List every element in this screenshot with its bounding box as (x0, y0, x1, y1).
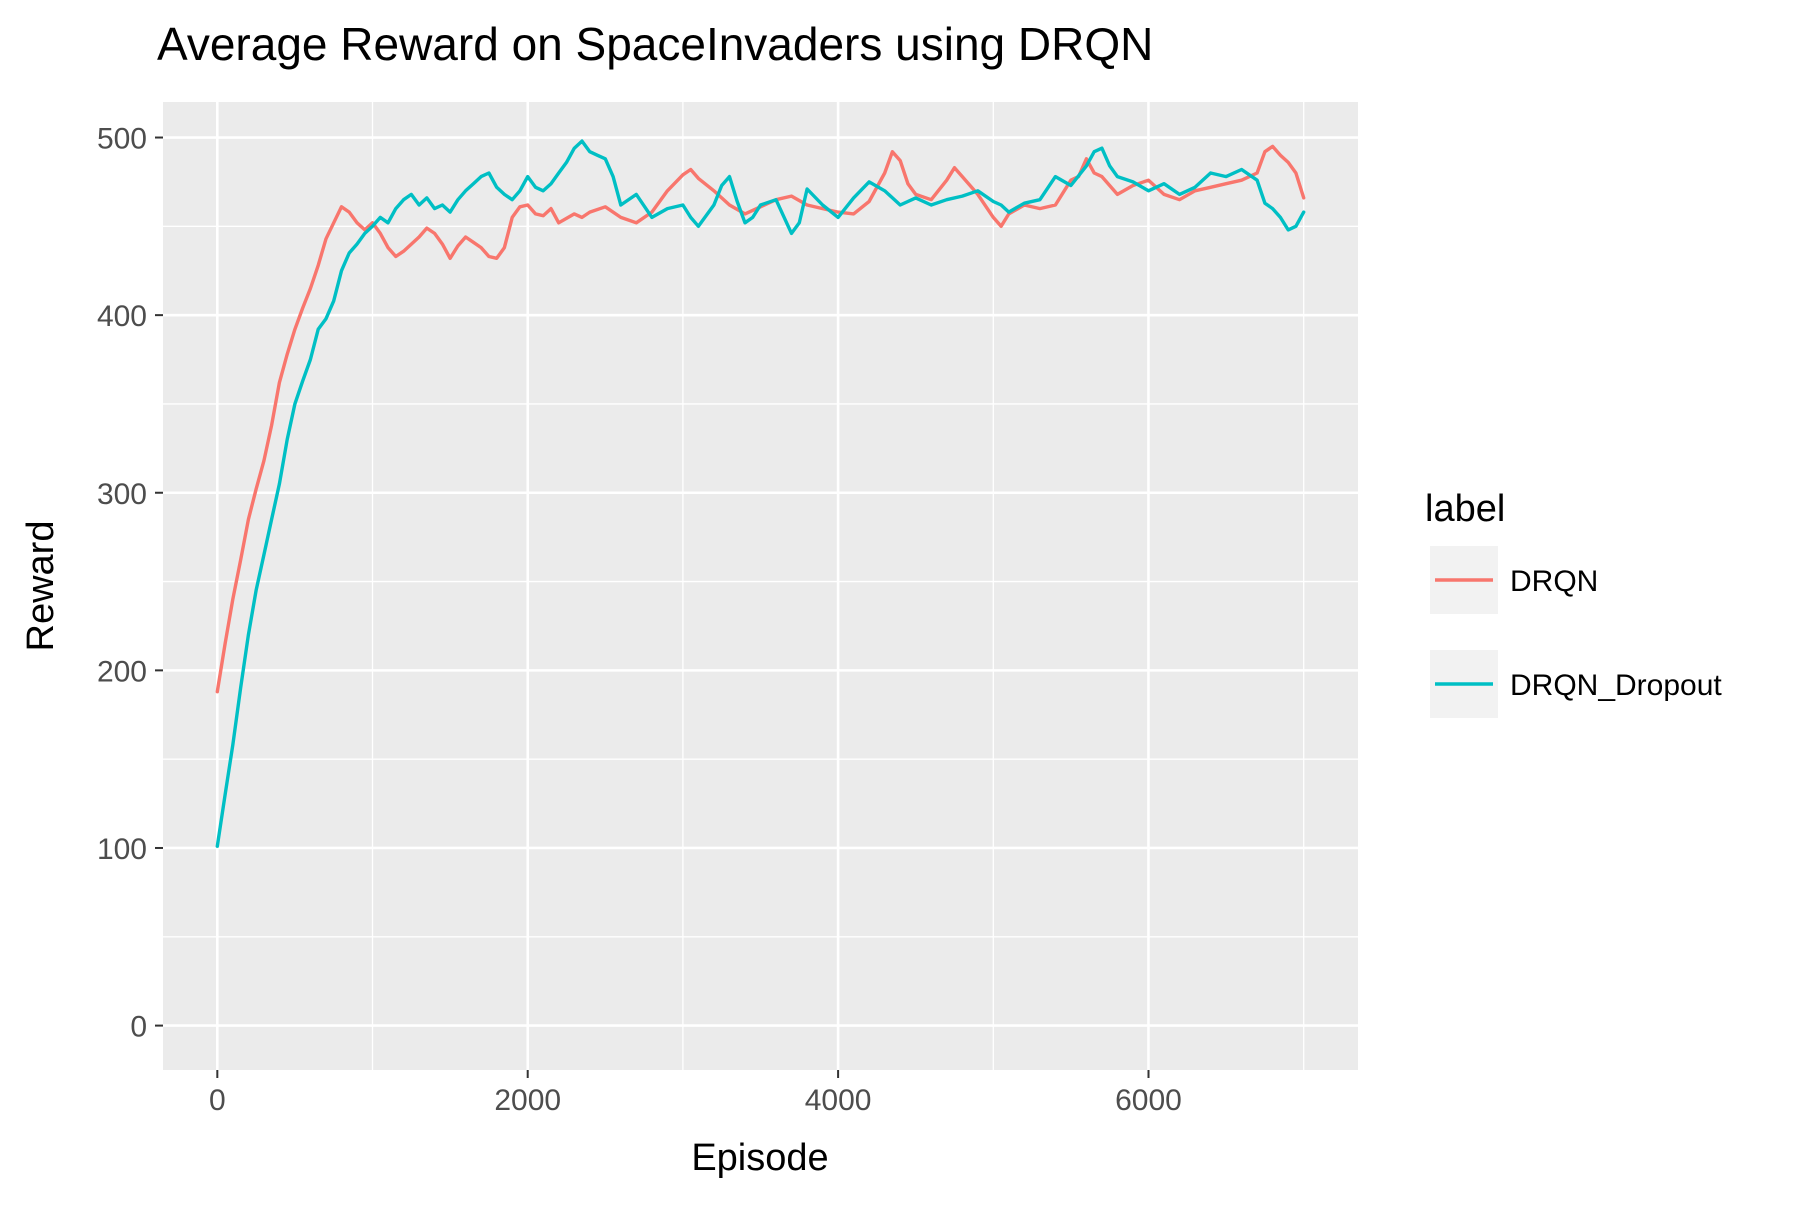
x-tick-label: 6000 (1115, 1084, 1182, 1117)
y-tick-label: 300 (97, 478, 147, 511)
y-tick-label: 0 (130, 1011, 147, 1044)
x-tick-label: 4000 (805, 1084, 872, 1117)
legend-items: DRQN DRQN_Dropout (1430, 546, 1722, 718)
legend-label-drqn-dropout: DRQN_Dropout (1510, 669, 1722, 702)
y-tick-label: 500 (97, 123, 147, 156)
plot-panel (163, 102, 1358, 1070)
y-tick-label: 100 (97, 833, 147, 866)
minor-gridlines (163, 102, 1358, 1070)
axes-layer: 0 2000 4000 6000 0 100 200 300 400 500 (97, 123, 1182, 1117)
series-line-drqn-dropout (215, 139, 1306, 848)
series-line-drqn (215, 144, 1306, 694)
legend: label DRQN DRQN_Dropout (1425, 488, 1722, 718)
y-tick-label: 400 (97, 300, 147, 333)
series-layer (215, 139, 1306, 848)
chart-title: Average Reward on SpaceInvaders using DR… (157, 18, 1153, 70)
legend-label-drqn: DRQN (1510, 565, 1598, 598)
y-axis-title: Reward (20, 521, 62, 652)
y-tick-label: 200 (97, 655, 147, 688)
legend-title: label (1425, 488, 1505, 530)
x-tick-label: 2000 (494, 1084, 561, 1117)
major-gridlines (163, 102, 1358, 1070)
x-tick-label: 0 (209, 1084, 226, 1117)
x-axis-title: Episode (691, 1137, 828, 1179)
